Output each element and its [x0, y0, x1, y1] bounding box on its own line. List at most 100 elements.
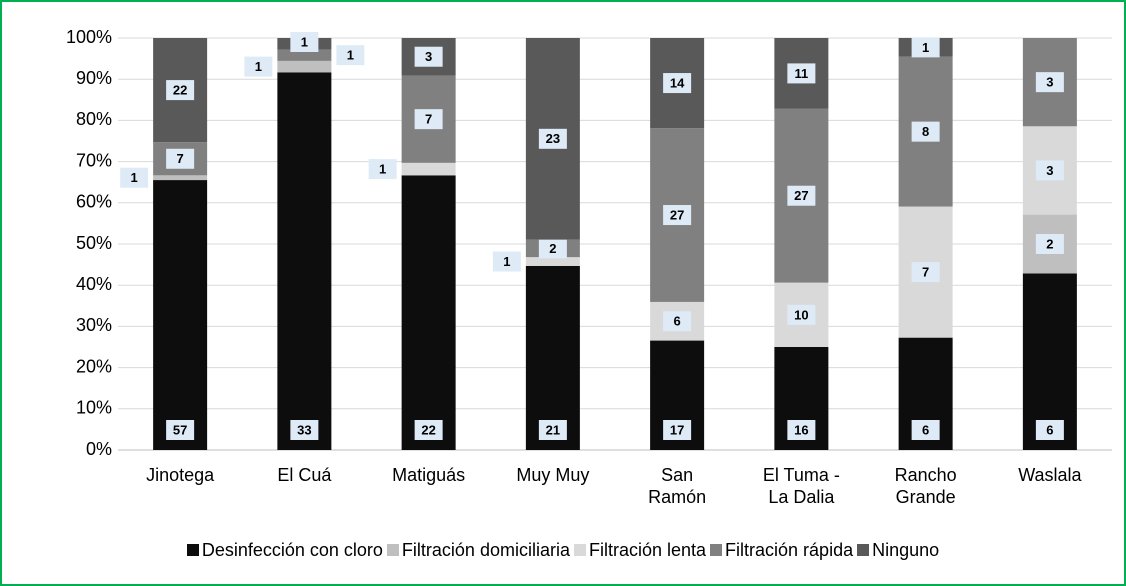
data-label: 10 [794, 307, 808, 322]
data-label-box [166, 148, 195, 169]
legend-item: Filtración lenta [573, 540, 707, 561]
data-label-box [538, 420, 567, 440]
legend-swatch [186, 544, 199, 556]
data-label: 6 [922, 422, 929, 437]
data-label: 14 [670, 76, 685, 91]
data-label: 3 [425, 49, 432, 64]
data-label-box [368, 159, 397, 180]
data-label: 1 [379, 162, 386, 177]
data-label-box [414, 46, 443, 67]
data-label-box [336, 45, 365, 66]
data-label: 27 [670, 207, 684, 222]
data-label-box [787, 63, 816, 84]
data-label-box [492, 251, 521, 272]
y-tick-label: 0% [86, 439, 112, 459]
legend-swatch [857, 544, 870, 556]
data-label-box [911, 121, 940, 142]
grid [118, 37, 1112, 451]
bar-segment [525, 265, 580, 450]
data-label-box [1035, 420, 1064, 440]
legend: Desinfección con cloro Filtración domicil… [0, 540, 1126, 561]
bar-segment [525, 257, 580, 266]
bar-segment [277, 49, 332, 61]
data-label-box [787, 185, 816, 206]
y-tick-label: 50% [76, 233, 112, 253]
data-label: 16 [794, 422, 808, 437]
y-tick-label: 80% [76, 109, 112, 129]
data-label: 1 [255, 59, 262, 74]
data-label: 2 [549, 241, 556, 256]
data-label-box [1035, 160, 1064, 181]
data-label: 57 [173, 422, 187, 437]
data-label: 6 [674, 314, 681, 329]
data-label: 1 [503, 254, 510, 269]
data-label: 27 [794, 188, 808, 203]
legend-label: Filtración rápida [725, 540, 854, 560]
data-label-box [663, 205, 692, 226]
data-label: 1 [301, 34, 308, 49]
x-tick-label: Jinotega [146, 465, 215, 485]
legend-swatch [386, 544, 399, 556]
y-tick-label: 70% [76, 150, 112, 170]
legend-label: Filtración domiciliaria [401, 540, 570, 560]
x-tick-label: Rancho Grande [894, 465, 957, 507]
data-label-box [166, 80, 195, 101]
data-label-box [787, 420, 816, 440]
data-label-box [663, 73, 692, 94]
data-label-box [244, 56, 273, 77]
data-label: 8 [922, 124, 929, 139]
legend-label: Filtración lenta [588, 540, 707, 560]
data-label: 1 [922, 40, 929, 55]
data-label: 3 [1046, 163, 1053, 178]
data-label-box [290, 420, 319, 440]
data-label: 1 [131, 170, 138, 185]
data-label-box [166, 420, 195, 440]
legend-item: Desinfección con cloro [186, 540, 383, 561]
y-tick-label: 10% [76, 398, 112, 418]
data-label: 3 [1046, 75, 1053, 90]
data-label-box [538, 128, 567, 149]
data-label: 1 [347, 48, 354, 63]
y-tick-label: 90% [76, 68, 112, 88]
data-label: 17 [670, 422, 684, 437]
data-label: 21 [546, 422, 560, 437]
legend-item: Filtración domiciliaria [386, 540, 570, 561]
data-label: 7 [922, 265, 929, 280]
data-label-box [120, 167, 149, 188]
y-tick-label: 40% [76, 274, 112, 294]
legend-item: Filtración rápida [710, 540, 853, 561]
x-tick-label: Waslala [1018, 465, 1082, 485]
data-label-box [538, 238, 567, 259]
legend-swatch [710, 544, 723, 556]
data-label: 2 [1046, 236, 1053, 251]
x-tick-label: Muy Muy [516, 465, 590, 485]
legend-label: Desinfección con cloro [201, 540, 383, 560]
data-label: 11 [795, 66, 809, 81]
bar-segment [153, 175, 208, 181]
x-tick-label: El Cuá [277, 465, 332, 485]
legend-swatch [573, 544, 586, 556]
data-label-box [663, 311, 692, 332]
data-label-box [911, 420, 940, 440]
data-label-box [414, 109, 443, 130]
data-label: 33 [297, 422, 311, 437]
legend-label: Ninguno [872, 540, 940, 560]
bar-segment [277, 72, 332, 450]
data-label: 22 [173, 83, 187, 98]
bar-segment [153, 180, 208, 450]
data-label-box [290, 32, 319, 52]
legend-item: Ninguno [857, 540, 939, 561]
data-label-box [911, 37, 940, 58]
data-label-box [787, 304, 816, 325]
data-label-box [911, 262, 940, 283]
bar-segment [401, 175, 456, 451]
bar-segment [277, 60, 332, 73]
data-label-box [414, 420, 443, 440]
data-label-box [1035, 72, 1064, 93]
data-label: 6 [1046, 422, 1053, 437]
y-tick-label: 100% [66, 27, 112, 47]
x-tick-label: El Tuma - La Dalia [762, 465, 840, 507]
